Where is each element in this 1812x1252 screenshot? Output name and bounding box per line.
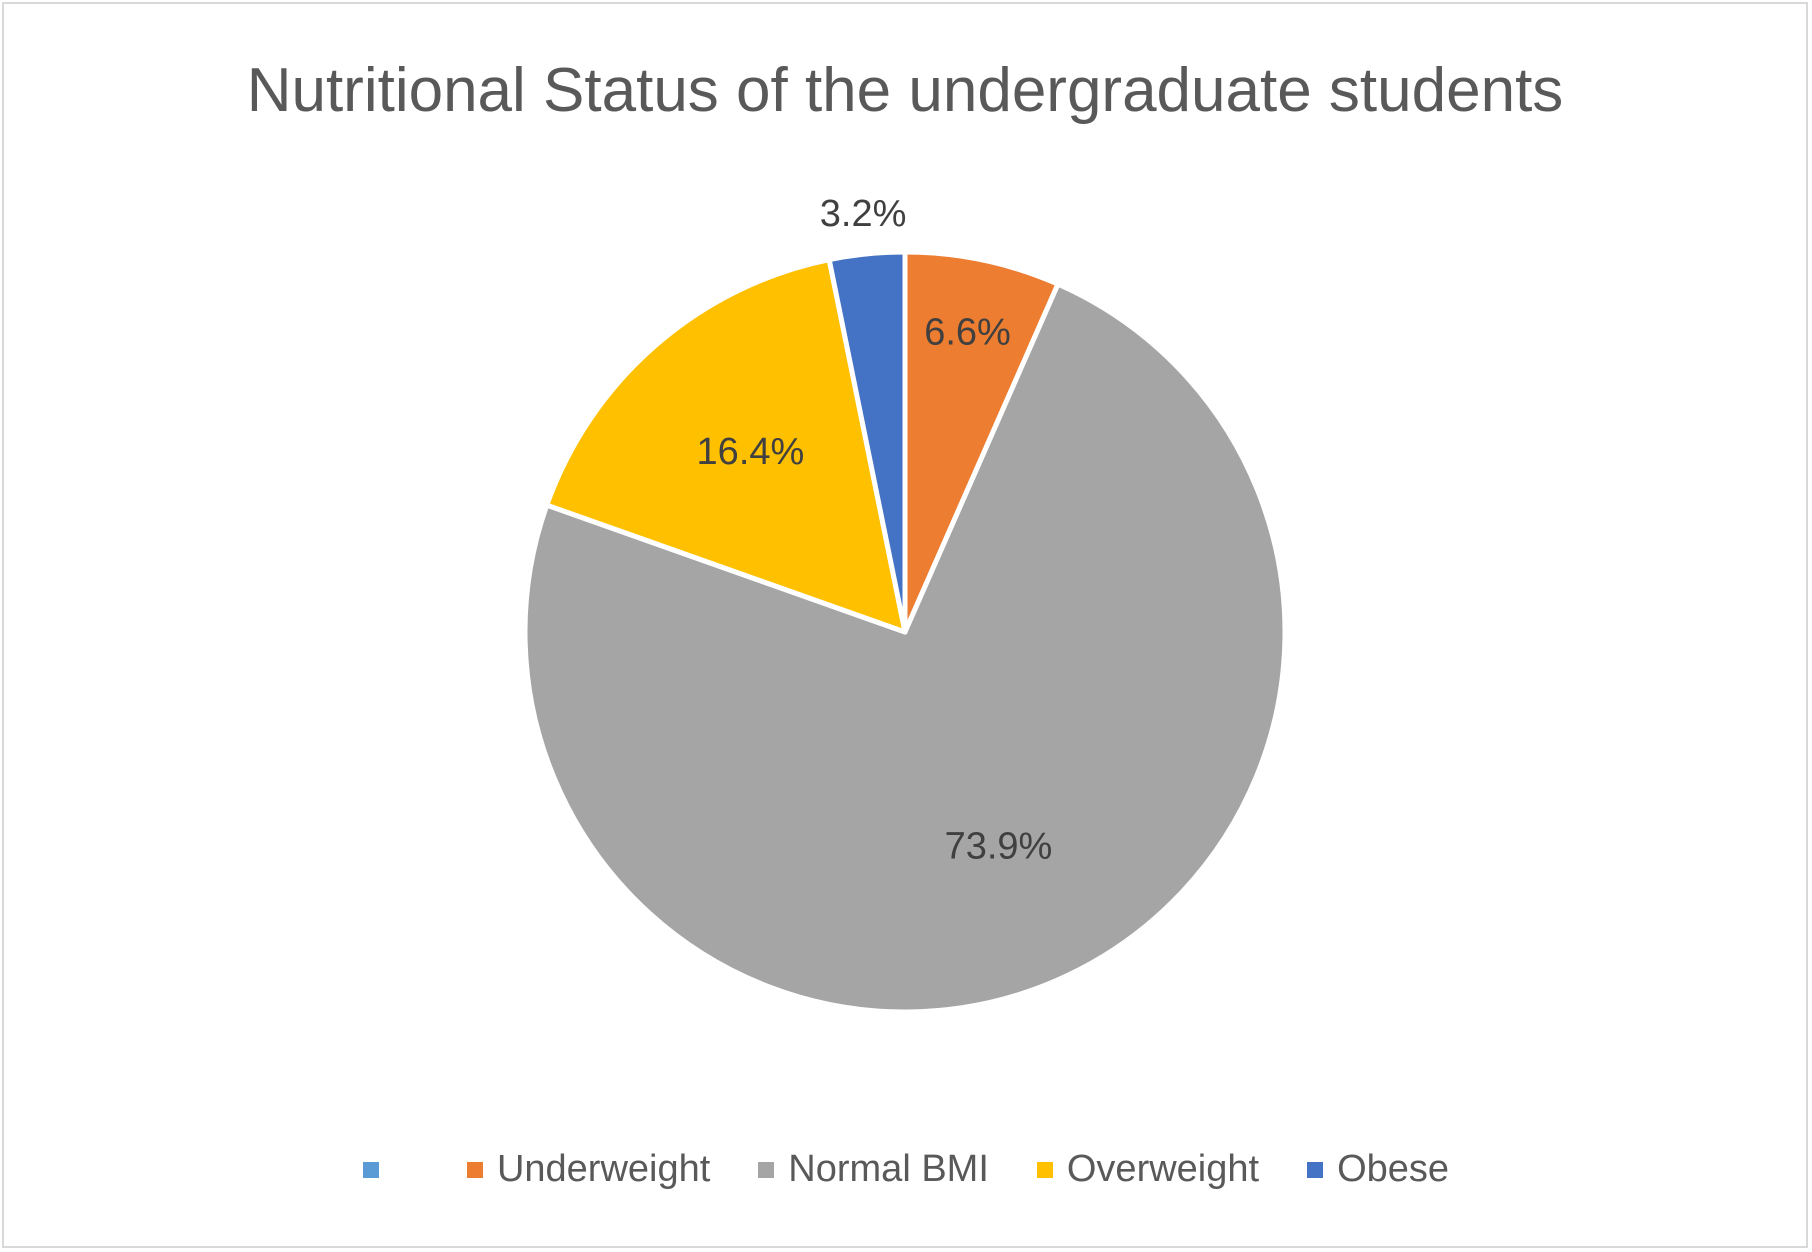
legend-swatch-blank xyxy=(362,1161,379,1178)
data-label-overweight: 16.4% xyxy=(697,431,805,473)
data-label-obese: 3.2% xyxy=(820,193,907,235)
legend-label-obese: Obese xyxy=(1337,1148,1450,1190)
legend-label-underweight: Underweight xyxy=(496,1148,711,1190)
data-label-underweight: 6.6% xyxy=(924,312,1011,354)
pie-slice-obese xyxy=(826,249,908,635)
legend-item-overweight: Overweight xyxy=(1036,1148,1260,1191)
chart-legend: Underweight Normal BMI Overweight Obese xyxy=(0,1148,1812,1191)
pie-slice-normal-bmi xyxy=(522,281,1288,1015)
legend-label-overweight: Overweight xyxy=(1066,1148,1260,1190)
legend-item-normal-bmi: Normal BMI xyxy=(758,1148,989,1191)
chart-title: Nutritional Status of the undergraduate … xyxy=(246,56,1564,125)
legend-swatch-underweight xyxy=(466,1161,483,1178)
pie-slice-underweight xyxy=(902,249,1061,635)
pie-slice-overweight xyxy=(544,257,908,635)
legend-swatch-normal-bmi xyxy=(758,1161,775,1178)
data-label-normal-bmi: 73.9% xyxy=(945,825,1053,867)
legend-swatch-obese xyxy=(1307,1161,1324,1178)
legend-item-underweight: Underweight xyxy=(466,1148,711,1191)
legend-item-obese: Obese xyxy=(1307,1148,1449,1191)
legend-label-normal-bmi: Normal BMI xyxy=(788,1148,989,1190)
legend-swatch-overweight xyxy=(1036,1161,1053,1178)
legend-item-blank xyxy=(362,1161,419,1178)
